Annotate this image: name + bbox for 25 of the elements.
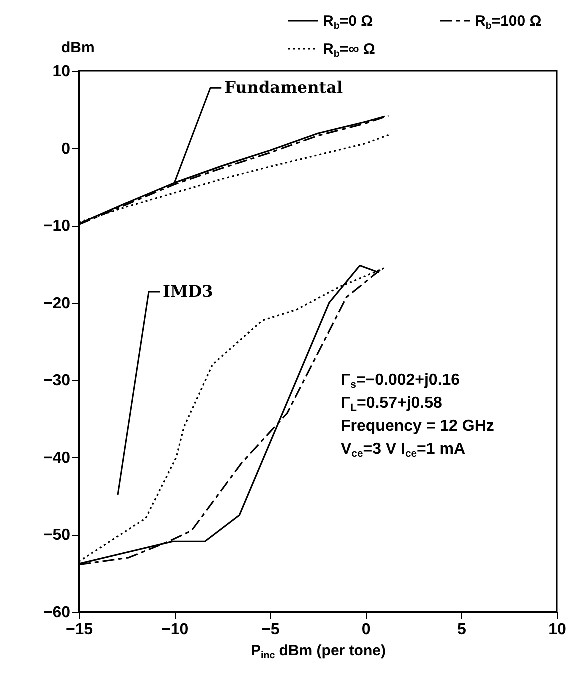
x-tick-label: 0 — [362, 622, 371, 638]
x-tick-label: 5 — [457, 622, 466, 638]
legend-label: R$_{b}$=0 Ω — [323, 13, 374, 32]
legend-label: R$_{b}$=∞ Ω — [323, 41, 376, 60]
legend-label: R$_{b}$=100 Ω — [475, 13, 542, 32]
x-tick-label: −5 — [262, 622, 280, 638]
y-tick-label: 0 — [62, 140, 71, 158]
y-tick-label: −50 — [43, 527, 71, 544]
annotation: Γ$_{s}$=−0.002+j0.16 — [341, 372, 460, 391]
y-tick-label: −60 — [43, 604, 71, 622]
annotation: Fundamental — [224, 78, 344, 98]
x-tick-label: −10 — [162, 622, 189, 638]
x-tick-label: 10 — [548, 622, 566, 638]
annotation: IMD3 — [163, 282, 214, 301]
y-axis-title: dBm — [62, 40, 95, 56]
annotation: Γ$_{L}$=0.57+j0.58 — [341, 395, 442, 414]
y-tick-label: −30 — [43, 372, 71, 390]
x-tick-label: −15 — [66, 622, 94, 638]
annotation: Frequency = 12 GHz — [341, 418, 494, 435]
y-tick-label: −20 — [43, 295, 71, 312]
x-axis-title: P$_{inc}$ dBm (per tone) — [251, 642, 386, 662]
annotation: V$_{ce}$=3 V I$_{ce}$=1 mA — [341, 441, 466, 460]
y-tick-label: −10 — [43, 218, 71, 236]
y-tick-label: 10 — [52, 64, 71, 80]
y-tick-label: −40 — [43, 450, 71, 467]
